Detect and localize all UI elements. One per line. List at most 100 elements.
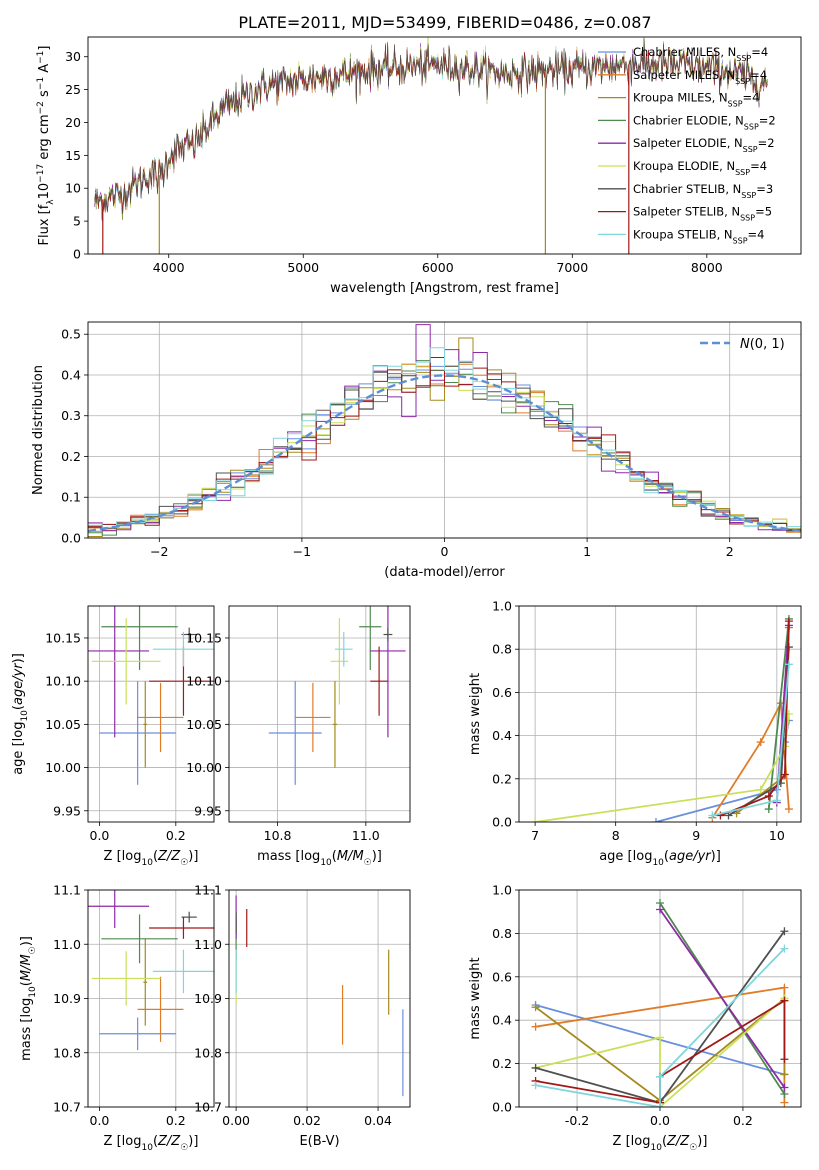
y-tick-label: 0.0 (492, 815, 512, 830)
weight-marker (656, 905, 664, 914)
errorbars (88, 890, 214, 1051)
y-tick-label: 0.6 (492, 685, 512, 700)
y-tick-label: 11.1 (53, 883, 81, 898)
legend-label-part: Chabrier MILES, N (633, 45, 736, 59)
label-part: Z/Z (157, 1134, 181, 1149)
label-part: )] (11, 653, 26, 663)
y-tick-label: 10.05 (45, 717, 81, 732)
label-part: )] (711, 849, 721, 864)
weight-marker (708, 811, 717, 820)
weight-marker (656, 1033, 664, 1042)
y-tick-label: 10.05 (186, 717, 222, 732)
label-part: age/yr (11, 662, 26, 705)
legend-label-part: Chabrier STELIB, N (633, 182, 741, 196)
x-tick-label: 10 (769, 828, 785, 843)
y-tick-label: 0.5 (61, 327, 81, 342)
weight-marker (780, 1083, 789, 1092)
label-part: ☉ (689, 1143, 697, 1153)
legend-label-part: =2 (758, 136, 775, 150)
weight-marker (780, 927, 789, 936)
weight-marker (756, 785, 765, 794)
x-tick-label: 6000 (422, 260, 454, 275)
legend-label-sub: SSP (735, 168, 750, 177)
y-tick-label: 5 (73, 214, 81, 229)
legend-label-part: =4 (750, 159, 767, 173)
legend-label-part: =4 (748, 227, 765, 241)
weight-marker (784, 660, 793, 669)
weight-marker (780, 996, 789, 1005)
y-tick-label: 30 (65, 49, 81, 64)
legend-label-part: =4 (750, 68, 767, 82)
legend-label-part: Kroupa MILES, N (633, 91, 728, 105)
label-part: N (740, 337, 750, 352)
weight-marker (780, 1055, 789, 1064)
y-tick-label: 10.00 (186, 760, 222, 775)
label-part: mass [log (257, 849, 320, 864)
y-tick-label: 0.6 (492, 969, 512, 984)
label-part: age [log (599, 849, 652, 864)
y-tick-label: 25 (65, 82, 81, 97)
y-tick-label: 10.15 (186, 630, 222, 645)
weight-marker (531, 1003, 540, 1012)
y-tick-label: 0 (73, 247, 81, 262)
weight-marker (784, 805, 793, 814)
x-tick-label: −1 (293, 544, 311, 559)
label-part: (0, 1) (750, 337, 785, 352)
y-tick-label: 0.8 (492, 926, 512, 941)
label-part: ( (153, 1134, 158, 1149)
weight-marker (772, 796, 781, 805)
y-tick-label: 10.10 (45, 674, 81, 689)
y-tick-label: 0.4 (492, 1013, 512, 1028)
x-axis-label: wavelength [Angstrom, rest frame] (330, 281, 559, 296)
y-tick-label: 10.7 (194, 1100, 222, 1115)
x-tick-label: 0.0 (650, 1113, 670, 1128)
legend-label-part: =2 (759, 113, 776, 127)
x-tick-label: 9 (692, 828, 700, 843)
y-tick-label: 0.0 (61, 531, 81, 546)
y-axis-label: mass [log10(M/M☉)] (19, 936, 38, 1061)
spectrum-panel: 4000 5000 6000 7000 8000 0 5 10 15 20 25 30 waveleng… (36, 36, 802, 296)
label-part: M/M (337, 849, 364, 864)
y-axis-label: Normed distribution (31, 365, 46, 495)
label-part: Flux [f (37, 204, 52, 245)
x-axis-label: Z [log10(Z/Z☉)] (613, 1134, 708, 1153)
label-part: λ (46, 199, 56, 205)
legend-label-sub: SSP (743, 145, 758, 154)
y-axis-label: Flux [fλ10−17 erg cm−2 s−1 A−1] (36, 46, 56, 246)
weight-marker (780, 983, 789, 992)
legend-label-sub: SSP (740, 213, 755, 222)
x-tick-label: 0.2 (733, 1113, 753, 1128)
label-part: ☉ (28, 946, 38, 954)
legend-label-sub: SSP (736, 54, 751, 63)
x-tick-label: 0 (441, 544, 449, 559)
y-tick-label: 10.9 (53, 991, 81, 1006)
x-tick-label: 10.8 (264, 828, 292, 843)
legend-label-sub: SSP (733, 236, 748, 245)
weight-vs-Z-panel: -0.2 0.0 0.2 0.0 0.2 0.4 0.6 0.8 1.0 Z [log10(Z/Z… (468, 883, 802, 1153)
legend-label-sub: SSP (741, 190, 756, 199)
axes-frame (228, 889, 411, 1108)
y-tick-label: 10.10 (186, 674, 222, 689)
weight-lines (531, 614, 793, 822)
label-part: Z/Z (666, 1134, 690, 1149)
residuals-panel: −2 −1 0 1 2 0.0 0.1 0.2 0.3 0.4 0.5 (data-model)/er… (31, 321, 802, 580)
label-part: −2 (36, 101, 46, 114)
label-part: age [log (11, 722, 26, 775)
y-axis-label: mass weight (468, 957, 483, 1039)
legend-label: N(0, 1) (740, 337, 785, 352)
label-part: )] (372, 849, 382, 864)
label-part: )] (19, 936, 34, 946)
x-tick-label: -0.2 (565, 1113, 589, 1128)
label-part: 10 (20, 710, 30, 722)
histogram-lines (88, 324, 801, 537)
y-tick-label: 0.8 (492, 642, 512, 657)
x-tick-label: 7 (531, 828, 539, 843)
x-tick-label: 5000 (287, 260, 319, 275)
label-part: 10 (650, 1143, 662, 1153)
y-tick-label: 0.3 (61, 408, 81, 423)
y-tick-label: 10.9 (194, 991, 222, 1006)
label-part: ] (37, 46, 52, 51)
y-tick-label: 0.2 (492, 1056, 512, 1071)
